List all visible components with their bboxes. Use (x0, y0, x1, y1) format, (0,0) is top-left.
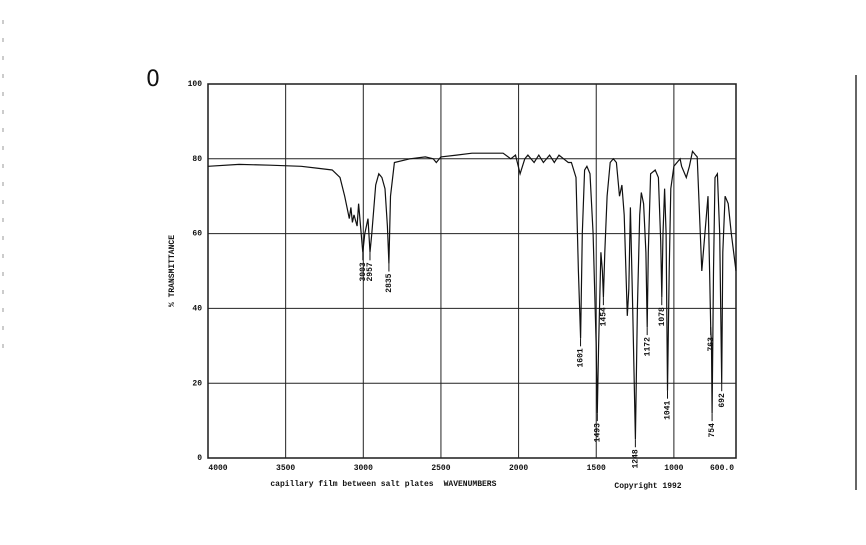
y-tick-label: 40 (192, 305, 202, 314)
y-tick-label: 100 (188, 80, 203, 89)
peak-label: 1041 (664, 400, 673, 419)
peak-label: 754 (708, 423, 717, 438)
y-tick-label: 80 (192, 155, 202, 164)
note: capillary film between salt plates (270, 480, 433, 489)
x-tick-label: 2500 (431, 464, 450, 473)
peak-label: 1078 (658, 307, 667, 326)
peak-label: 1454 (599, 307, 608, 326)
y-axis-label: % TRANSMITTANCE (168, 235, 177, 307)
peak-label: 692 (718, 393, 727, 408)
x-axis-label: WAVENUMBERS (444, 480, 497, 489)
peak-label: 1601 (577, 348, 586, 367)
peak-label: 2957 (366, 262, 375, 281)
peak-label: 763 (707, 337, 716, 352)
peak-label: 1493 (593, 423, 602, 442)
x-tick-label: 1500 (587, 464, 606, 473)
x-tick-label: 2000 (509, 464, 528, 473)
peak-label: 1172 (643, 337, 652, 356)
y-tick-label: 20 (192, 379, 202, 388)
x-tick-label: 1000 (664, 464, 683, 473)
x-tick-label: 3500 (276, 464, 295, 473)
x-tick-label: 600.0 (710, 464, 734, 473)
y-tick-label: 0 (197, 454, 202, 463)
peak-label: 2835 (385, 273, 394, 292)
x-tick-label: 4000 (208, 464, 227, 473)
peak-label: 3003 (359, 262, 368, 281)
x-tick-label: 3000 (354, 464, 373, 473)
sample-id: 0 (146, 67, 160, 92)
copyright: Copyright 1992 (614, 482, 681, 491)
plot-frame (207, 83, 737, 459)
spectrum-line (207, 149, 737, 440)
y-tick-label: 60 (192, 230, 202, 239)
peak-label: 1248 (631, 449, 640, 468)
